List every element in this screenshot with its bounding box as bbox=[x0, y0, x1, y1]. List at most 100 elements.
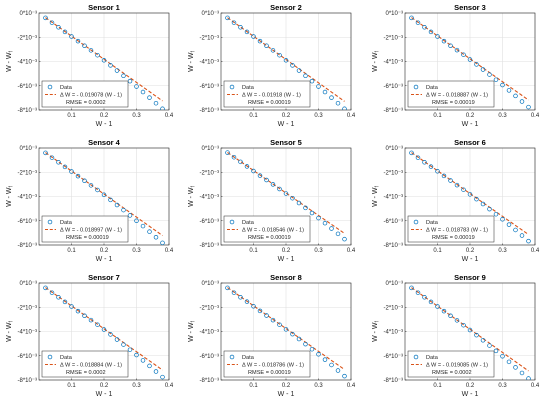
y-tick-label: 0*10⁻³ bbox=[385, 11, 403, 17]
data-point bbox=[56, 295, 61, 300]
data-point bbox=[342, 236, 347, 242]
data-point bbox=[147, 95, 152, 100]
x-tick-label: 0.2 bbox=[100, 248, 109, 254]
x-tick-label: 0.3 bbox=[132, 113, 141, 119]
legend-label-data: Data bbox=[426, 220, 439, 226]
data-point bbox=[474, 62, 479, 67]
y-tick-label: -4*10⁻³ bbox=[17, 195, 37, 201]
x-axis-label: W - 1 bbox=[462, 121, 479, 128]
data-point bbox=[114, 337, 120, 342]
data-point bbox=[75, 173, 81, 179]
legend-label-data: Data bbox=[242, 85, 255, 91]
y-tick-label: -8*10⁻³ bbox=[17, 378, 37, 384]
x-tick-label: 0.4 bbox=[531, 248, 540, 254]
data-point bbox=[95, 322, 100, 327]
data-point bbox=[448, 43, 453, 48]
data-point bbox=[506, 222, 512, 227]
data-point bbox=[56, 160, 61, 165]
y-tick-label: -2*10⁻³ bbox=[17, 170, 37, 176]
plot-data bbox=[43, 150, 165, 245]
data-point bbox=[296, 336, 302, 342]
legend-marker-data bbox=[229, 84, 235, 90]
data-point bbox=[506, 88, 512, 93]
x-axis-label: W - 1 bbox=[462, 256, 479, 263]
x-tick-label: 0.4 bbox=[531, 383, 540, 389]
legend-marker-data bbox=[413, 219, 419, 225]
data-point bbox=[277, 186, 282, 192]
data-point bbox=[88, 48, 94, 53]
legend-marker-data bbox=[229, 354, 235, 360]
fit-line bbox=[411, 152, 529, 235]
data-point bbox=[75, 38, 81, 44]
y-tick-label: 0*10⁻³ bbox=[201, 146, 219, 152]
chart-title: Sensor 3 bbox=[454, 3, 486, 12]
y-tick-label: -6*10⁻³ bbox=[17, 84, 37, 90]
y-axis-label: W - Wf bbox=[372, 50, 381, 71]
x-tick-label: 0.2 bbox=[100, 383, 109, 389]
legend-label-fit: Δ W = - 0.019078 (W - 1) bbox=[60, 93, 122, 99]
plot-data bbox=[43, 15, 165, 110]
data-point bbox=[422, 295, 427, 300]
data-point bbox=[303, 205, 308, 211]
data-point bbox=[264, 177, 269, 183]
data-point bbox=[134, 218, 139, 224]
y-tick-label: -8*10⁻³ bbox=[383, 243, 403, 249]
data-point bbox=[329, 362, 334, 368]
data-point bbox=[316, 215, 321, 221]
y-tick-label: 0*10⁻³ bbox=[19, 11, 37, 17]
data-point bbox=[519, 233, 525, 238]
legend-box bbox=[223, 350, 311, 378]
y-tick-label: -6*10⁻³ bbox=[17, 219, 37, 225]
data-point bbox=[480, 201, 486, 207]
data-point bbox=[147, 229, 152, 234]
data-point bbox=[49, 20, 55, 25]
data-point bbox=[303, 341, 308, 347]
legend-label-data: Data bbox=[60, 85, 73, 91]
data-point bbox=[95, 187, 100, 193]
data-point bbox=[415, 20, 421, 25]
data-point bbox=[519, 370, 525, 376]
data-point bbox=[428, 164, 434, 169]
chart-panel-9: 0.1 0.2 0.3 0.4 0*10⁻³ -2*10⁻³ -4*10⁻³ -6*10⁻³ -… bbox=[372, 273, 540, 398]
x-tick-label: 0.2 bbox=[282, 113, 291, 119]
data-point bbox=[322, 357, 328, 362]
data-point bbox=[140, 358, 146, 363]
data-point bbox=[329, 226, 334, 231]
data-point bbox=[140, 89, 146, 95]
legend-label-data: Data bbox=[426, 85, 439, 91]
chart-panel-6: 0.1 0.2 0.3 0.4 0*10⁻³ -2*10⁻³ -4*10⁻³ -6*10⁻³ -… bbox=[372, 138, 540, 263]
y-axis-label: W - Wf bbox=[188, 50, 197, 71]
y-tick-label: -6*10⁻³ bbox=[199, 219, 219, 225]
data-point bbox=[500, 353, 505, 359]
data-point bbox=[454, 182, 460, 188]
y-tick-label: -8*10⁻³ bbox=[17, 108, 37, 114]
legend-marker-data bbox=[229, 219, 235, 225]
x-tick-label: 0.4 bbox=[165, 248, 174, 254]
y-tick-label: -8*10⁻³ bbox=[199, 108, 219, 114]
x-axis-label: W - 1 bbox=[96, 256, 113, 263]
data-point bbox=[428, 299, 434, 305]
x-tick-label: 0.1 bbox=[67, 383, 76, 389]
x-tick-label: 0.2 bbox=[466, 383, 475, 389]
y-axis-label: W - Wf bbox=[6, 50, 15, 71]
y-axis-label: W - Wf bbox=[372, 320, 381, 341]
y-tick-label: -4*10⁻³ bbox=[383, 60, 403, 66]
data-point bbox=[88, 317, 94, 323]
data-point bbox=[435, 304, 440, 309]
data-point bbox=[342, 106, 347, 110]
y-tick-label: -6*10⁻³ bbox=[199, 84, 219, 90]
data-point bbox=[526, 376, 531, 380]
x-tick-label: 0.1 bbox=[249, 383, 258, 389]
x-tick-label: 0.4 bbox=[165, 383, 174, 389]
chart-panel-7: 0.1 0.2 0.3 0.4 0*10⁻³ -2*10⁻³ -4*10⁻³ -6*10⁻³ -… bbox=[6, 273, 174, 398]
legend: Data Δ W = - 0.018783 (W - 1)RMSE = 0.000… bbox=[407, 215, 495, 243]
x-axis-label: W - 1 bbox=[96, 391, 113, 398]
data-point bbox=[322, 89, 328, 95]
legend-rmse: RMSE = 0.0002 bbox=[432, 370, 472, 376]
y-tick-label: -4*10⁻³ bbox=[383, 195, 403, 201]
data-point bbox=[95, 52, 100, 58]
x-tick-label: 0.1 bbox=[249, 113, 258, 119]
x-tick-label: 0.2 bbox=[282, 383, 291, 389]
x-tick-label: 0.1 bbox=[433, 113, 442, 119]
y-tick-label: -2*10⁻³ bbox=[17, 305, 37, 311]
